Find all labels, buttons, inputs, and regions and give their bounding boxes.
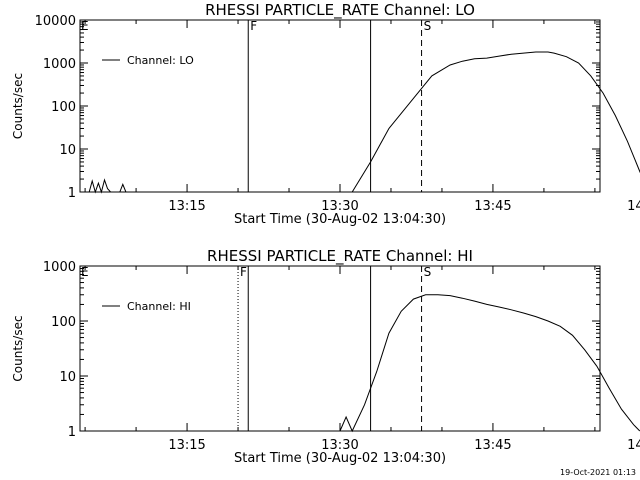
- panel1-title: RHESSI PARTICLE_RATE Channel: LO: [205, 1, 475, 20]
- panel1-y-tick-label: 10: [59, 143, 76, 158]
- panel2-x-tick-label: 14:00: [627, 438, 640, 453]
- panel1-plot-frame: [79, 19, 601, 193]
- panel2-x-tick-label: 13:30: [321, 438, 358, 453]
- panel1-y-axis-label: Counts/sec: [11, 73, 25, 139]
- panel2-legend-label: Channel: HI: [127, 300, 191, 313]
- panel1-y-tick-label: 1000: [43, 57, 76, 72]
- panel1-legend-label: Channel: LO: [127, 54, 194, 67]
- panel2-x-tick-label: 13:15: [168, 438, 205, 453]
- panel1-series-line: [88, 51, 640, 194]
- panel1-event-letter-S: S: [424, 19, 432, 33]
- panel1-x-tick-label: 13:15: [168, 199, 205, 214]
- panel1-x-axis-label: Start Time (30-Aug-02 13:04:30): [234, 212, 446, 227]
- panel1-event-letter-F: F: [250, 19, 257, 33]
- panel2-y-axis-label: Counts/sec: [11, 315, 25, 381]
- panel2-y-tick-label: 1: [68, 425, 76, 440]
- panel2-y-tick-label: 100: [51, 315, 76, 330]
- panel2-x-axis-label: Start Time (30-Aug-02 13:04:30): [234, 451, 446, 466]
- panel1-x-tick-label: 14:00: [627, 199, 640, 214]
- panel1-y-tick-label: 1: [68, 186, 76, 201]
- panel1-edge-letter: E: [81, 19, 89, 33]
- panel1-x-tick-label: 13:45: [474, 199, 511, 214]
- panel2-series-line: [339, 294, 640, 433]
- footer-timestamp: 19-Oct-2021 01:13: [560, 468, 636, 477]
- panel2-plot-frame: [79, 265, 601, 432]
- panel2-event-letter-F: F: [240, 265, 247, 279]
- panel1-y-tick-label: 100: [51, 100, 76, 115]
- panel1-x-tick-label: 13:30: [321, 199, 358, 214]
- panel2-y-tick-label: 10: [59, 370, 76, 385]
- panel2-y-tick-label: 1000: [43, 260, 76, 275]
- panel2-title: RHESSI PARTICLE_RATE Channel: HI: [207, 247, 473, 266]
- panel1-y-tick-label: 10000: [35, 14, 76, 29]
- panel2-event-letter-S: S: [424, 265, 432, 279]
- panel2-edge-letter: E: [81, 265, 89, 279]
- panel2-x-tick-label: 13:45: [474, 438, 511, 453]
